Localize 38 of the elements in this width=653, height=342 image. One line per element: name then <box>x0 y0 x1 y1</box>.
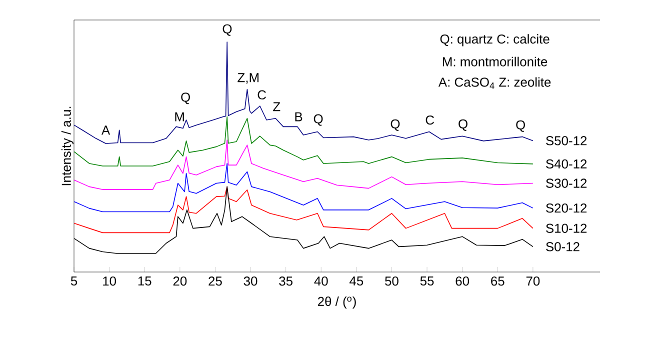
x-tick-label: 50 <box>385 276 398 286</box>
x-tick-label: 45 <box>350 276 364 286</box>
x-tick-label: 60 <box>456 276 470 286</box>
x-tick-label: 70 <box>526 276 540 286</box>
series-label: S40-12 <box>546 159 587 169</box>
x-tick-label: 15 <box>138 276 152 286</box>
x-tick-label: 65 <box>491 276 504 286</box>
annotation: A: CaSO$_{4}$ Z: zeolite <box>438 77 551 89</box>
annotation: Q <box>390 119 400 131</box>
annotation: Z,M <box>238 73 258 84</box>
annotation: Z <box>273 102 280 112</box>
x-tick-label: 35 <box>279 276 292 286</box>
annotation: A <box>101 126 110 135</box>
annotation: C <box>426 115 434 125</box>
annotation: Q: quartz C: calcite <box>440 34 550 46</box>
series-label: S30-12 <box>546 178 587 188</box>
annotation: Q <box>458 119 468 131</box>
x-tick-label: 20 <box>173 276 187 286</box>
series-label: S20-12 <box>546 203 587 213</box>
annotation: Q <box>516 120 525 132</box>
annotation: C <box>258 90 266 100</box>
annotation: M: montmorillonite <box>442 56 548 66</box>
y-axis-title: Intensity / a.u. <box>61 106 74 186</box>
x-tick-label: 5 <box>70 276 78 286</box>
annotation: M <box>175 112 184 122</box>
annotation: Q <box>314 114 323 126</box>
annotation: Q <box>181 92 190 104</box>
x-tick-label: 10 <box>103 276 116 286</box>
series-label: S10-12 <box>546 224 587 233</box>
x-axis-title: 2θ / ($^{o}$) <box>318 296 356 309</box>
text: Q <box>222 24 232 36</box>
x-tick-label: 25 <box>208 276 222 286</box>
x-tick-label: 40 <box>314 276 328 286</box>
series-label: S50-12 <box>546 136 587 146</box>
x-tick-label: 55 <box>420 276 434 286</box>
series-label: S0-12 <box>546 242 580 252</box>
x-tick-label: 30 <box>244 276 258 286</box>
annotation: B <box>295 112 302 122</box>
